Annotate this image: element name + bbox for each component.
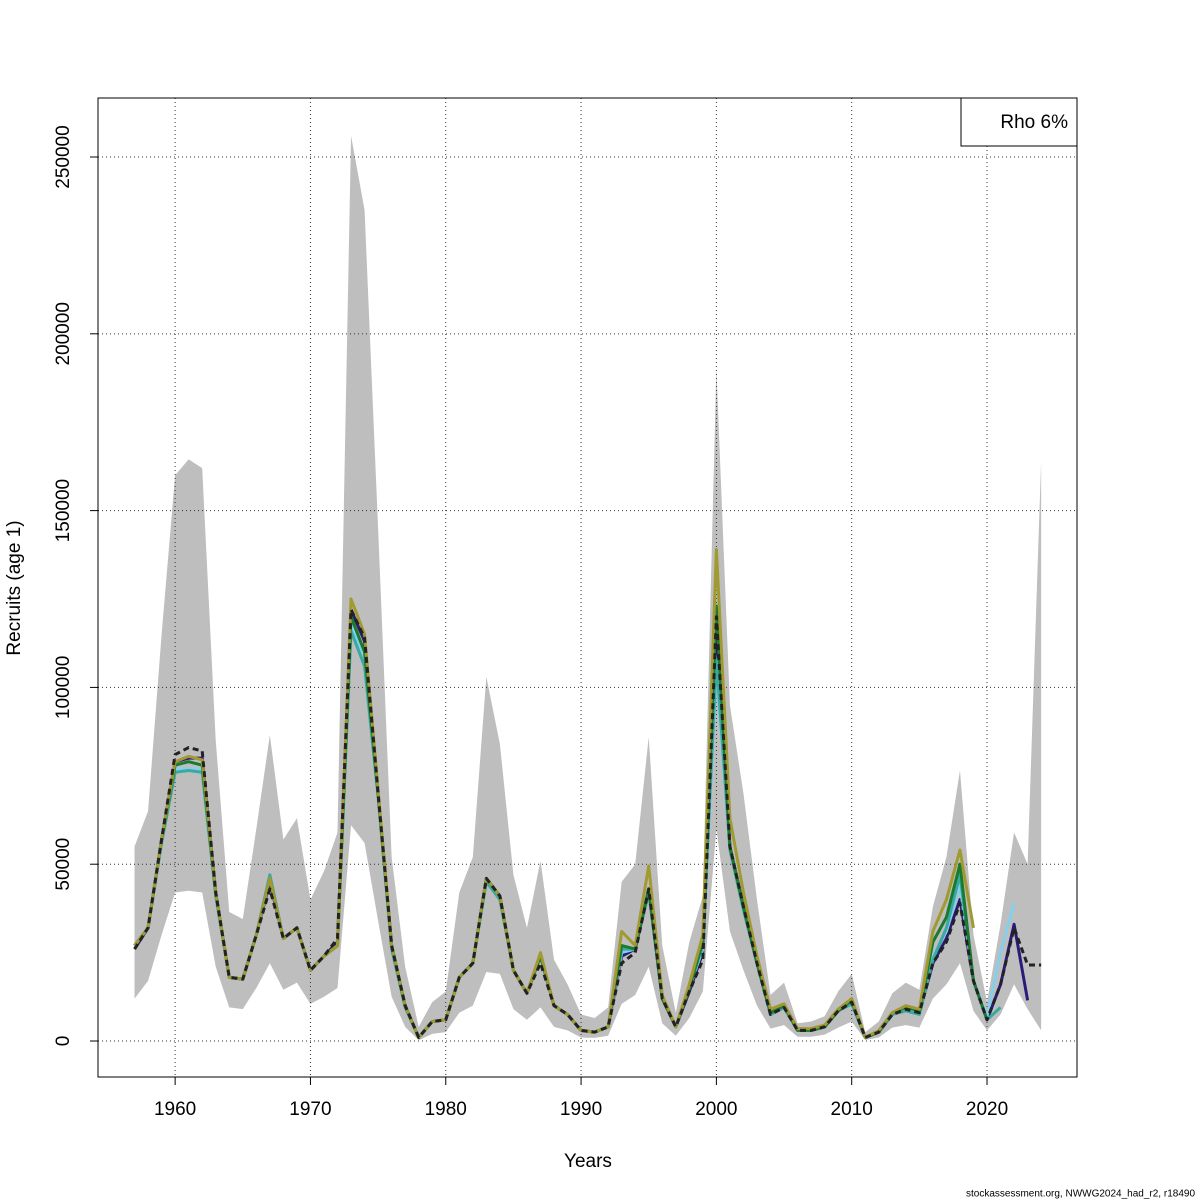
y-tick-label: 50000	[53, 838, 74, 891]
x-tick-label: 1960	[154, 1099, 196, 1120]
y-tick-label: 100000	[53, 656, 74, 719]
x-tick-label: 1980	[425, 1099, 467, 1120]
legend-box	[960, 97, 1078, 147]
y-tick-label: 150000	[53, 479, 74, 542]
confidence-band	[134, 135, 1042, 1041]
plot-frame	[97, 97, 1078, 1078]
y-tick-label: 200000	[53, 302, 74, 365]
y-tick-label: 0	[53, 1036, 74, 1047]
x-axis-label: Years	[564, 1151, 612, 1172]
x-tick-label: 1970	[289, 1099, 331, 1120]
y-tick-label: 250000	[53, 125, 74, 188]
footer: stockassessment.org, NWWG2024_had_r2, r1…	[966, 1189, 1195, 1200]
x-tick-label: 2020	[966, 1099, 1008, 1120]
x-tick-label: 2000	[695, 1099, 737, 1120]
series-line	[133, 608, 1042, 1039]
legend-text: Rho 6%	[1000, 112, 1068, 133]
y-axis-label: Recruits (age 1)	[4, 520, 25, 655]
x-tick-label: 2010	[831, 1099, 873, 1120]
x-tick-label: 1990	[560, 1099, 602, 1120]
